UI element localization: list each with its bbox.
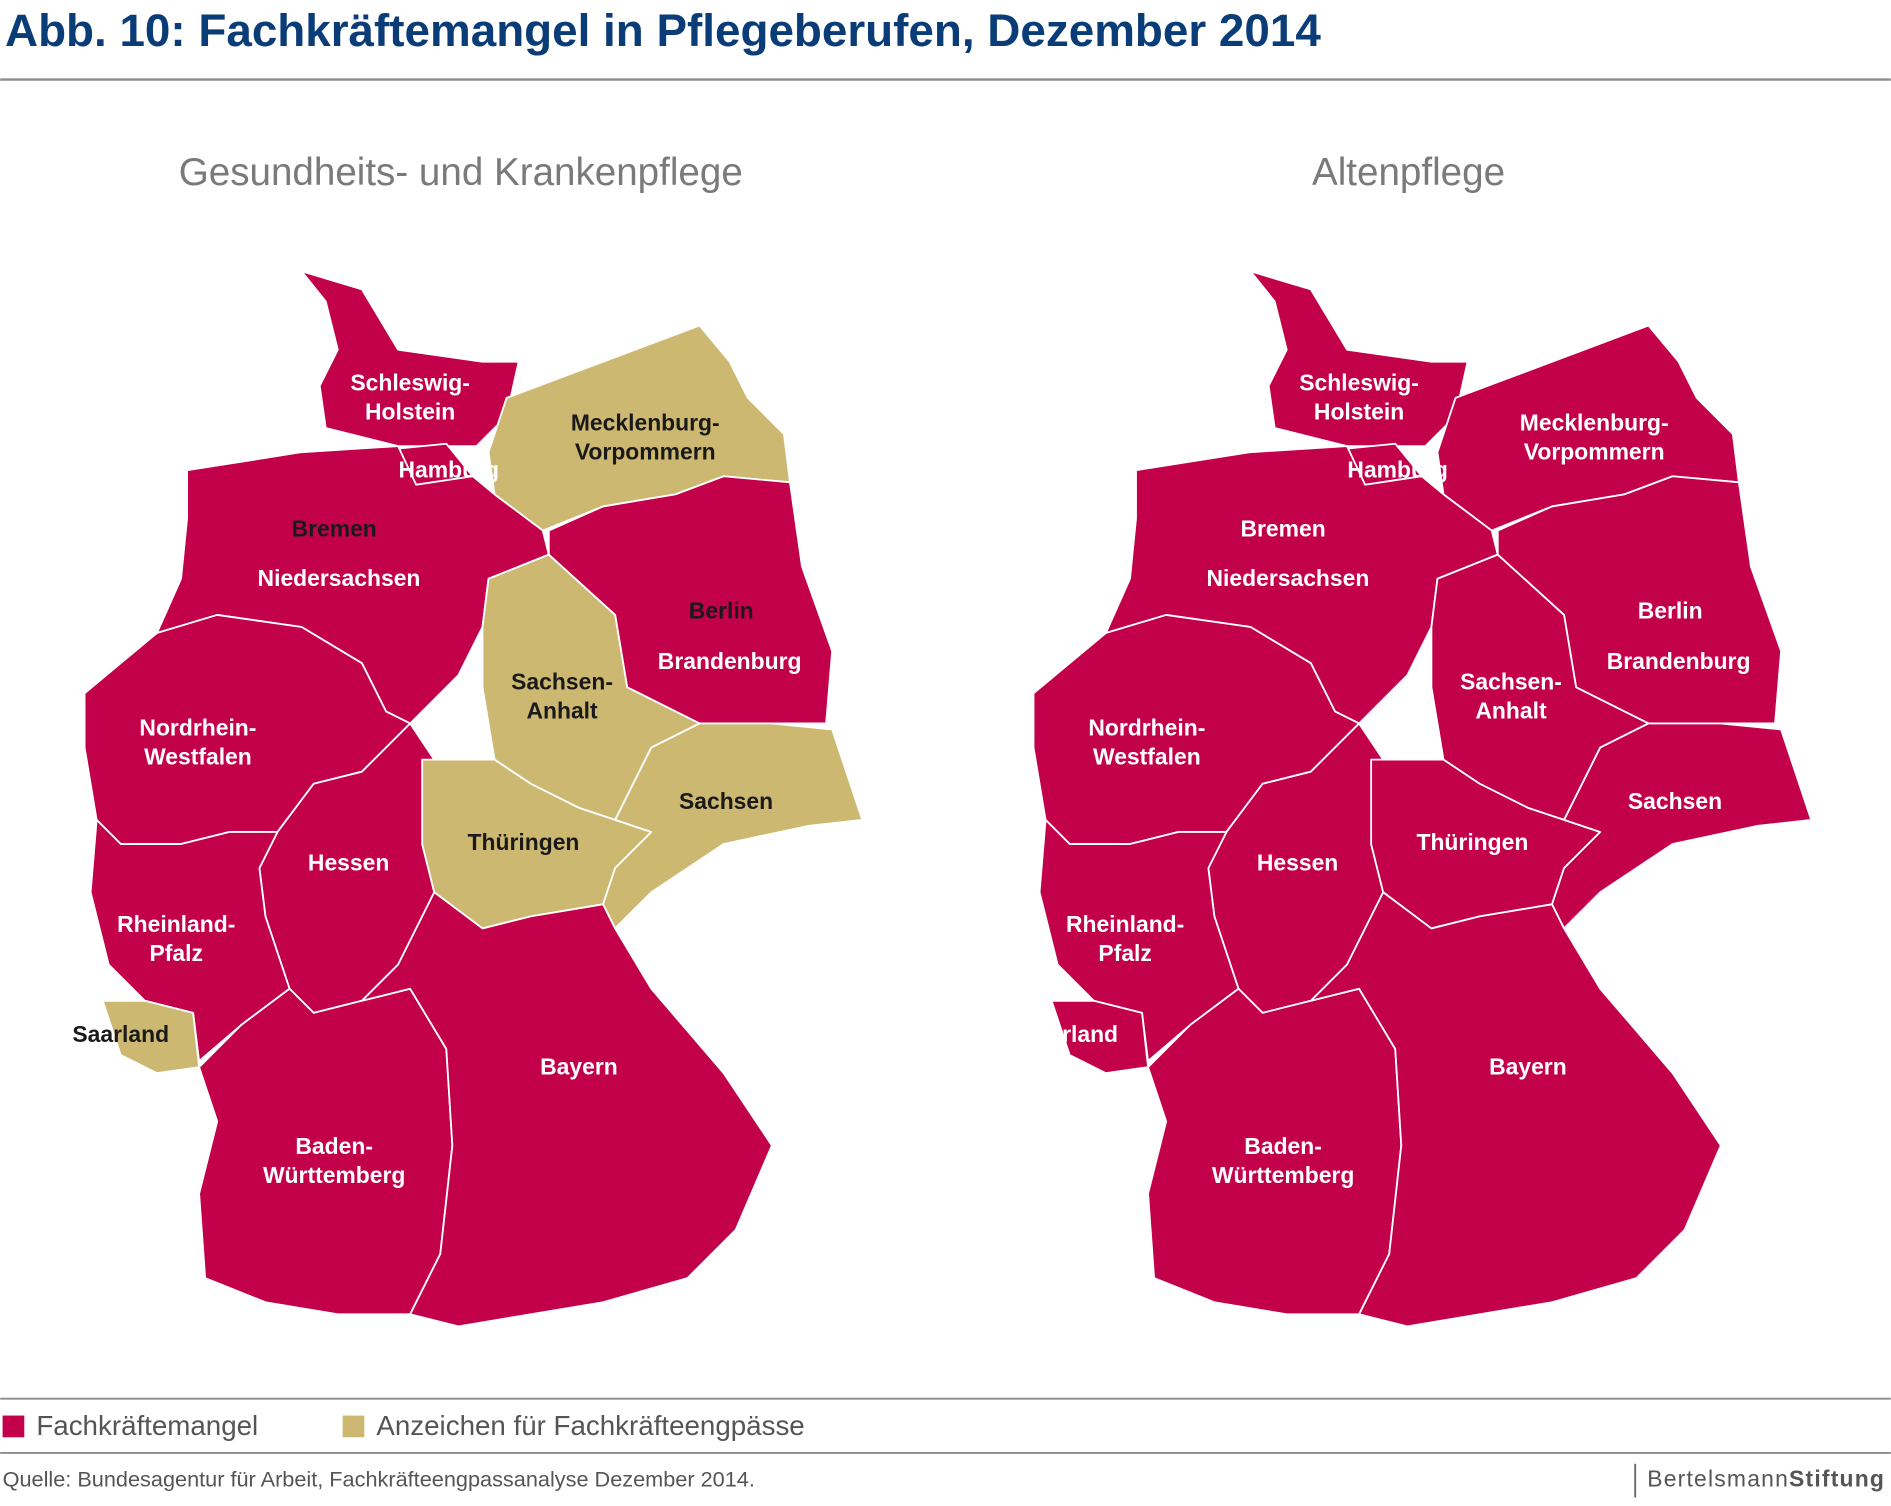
region — [300, 270, 520, 448]
brand: BertelsmannStiftung — [1647, 1466, 1885, 1492]
region — [361, 891, 773, 1328]
region-label: Berlin — [689, 598, 754, 624]
region-label: Brandenburg — [1607, 648, 1751, 674]
region-label: Anhalt — [526, 698, 598, 724]
region-label: Thüringen — [468, 829, 580, 855]
region — [1249, 270, 1469, 448]
map: Schleswig- Holstein Hamburg Mecklenburg- Vor… — [1021, 270, 1813, 1328]
region-label: Holstein — [365, 399, 455, 425]
region-label: Berlin — [1638, 598, 1703, 624]
region-label: Saarland — [72, 1021, 169, 1047]
region-label: Vorpommern — [575, 438, 716, 464]
map: Schleswig- Holstein Hamburg Mecklenburg- Vor… — [72, 270, 864, 1328]
legend-swatch — [2, 1415, 25, 1438]
region-label: Westfalen — [1093, 743, 1201, 769]
region-label: Rheinland- — [1066, 911, 1184, 937]
region-label: Sachsen — [679, 788, 773, 814]
region-label: Thüringen — [1416, 829, 1528, 855]
region-label: Hessen — [308, 850, 389, 876]
maps: Schleswig- Holstein Hamburg Mecklenburg- Vor… — [72, 270, 1813, 1328]
region-label: Niedersachsen — [1206, 565, 1369, 591]
region — [1309, 891, 1722, 1328]
region-label: Bremen — [292, 516, 377, 542]
region — [1551, 722, 1813, 930]
region-label: Nordrhein- — [1088, 715, 1205, 741]
region-label: Pfalz — [1098, 940, 1151, 966]
region-label: Rheinland- — [117, 911, 235, 937]
legend: Fachkräftemangel Anzeichen für Fachkräfte… — [2, 1410, 805, 1441]
region-label: Sachsen- — [511, 669, 613, 695]
region — [602, 722, 864, 930]
legend-swatch — [342, 1415, 365, 1438]
map-title: Altenpflege — [1312, 151, 1505, 194]
region-label: Baden- — [295, 1133, 373, 1159]
region-label: Bayern — [1489, 1053, 1567, 1079]
region-label: Schleswig- — [350, 370, 470, 396]
region-label: Mecklenburg- — [1520, 409, 1669, 435]
region-label: Saarland — [1021, 1021, 1118, 1047]
region-label: Hessen — [1257, 850, 1338, 876]
region-label: Hamburg — [398, 457, 498, 483]
region-label: Brandenburg — [658, 648, 802, 674]
region-label: Hamburg — [1347, 457, 1447, 483]
region-label: Vorpommern — [1524, 438, 1665, 464]
brand-part: Bertelsmann — [1647, 1466, 1789, 1492]
region-label: Bayern — [540, 1053, 618, 1079]
region-label: Anhalt — [1475, 698, 1547, 724]
region-label: Württemberg — [1212, 1162, 1354, 1188]
region-label: Holstein — [1314, 399, 1404, 425]
region-label: Westfalen — [144, 743, 252, 769]
region-label: Schleswig- — [1299, 370, 1419, 396]
region-label: Sachsen- — [1460, 669, 1562, 695]
region-label: Niedersachsen — [258, 565, 421, 591]
region-label: Pfalz — [150, 940, 203, 966]
region-label: Nordrhein- — [139, 715, 256, 741]
region-label: Sachsen — [1628, 788, 1722, 814]
region-label: Baden- — [1244, 1133, 1322, 1159]
legend-label: Fachkräftemangel — [36, 1410, 258, 1441]
map-title: Gesundheits- und Krankenpflege — [179, 151, 743, 194]
region-label: Mecklenburg- — [571, 409, 720, 435]
brand-part: Stiftung — [1789, 1466, 1885, 1492]
region-label: Bremen — [1240, 516, 1325, 542]
region-label: Württemberg — [263, 1162, 405, 1188]
legend-label: Anzeichen für Fachkräfteengpässe — [376, 1410, 804, 1441]
source: Quelle: Bundesagentur für Arbeit, Fachkr… — [3, 1466, 755, 1491]
title: Abb. 10: Fachkräftemangel in Pflegeberuf… — [5, 5, 1321, 56]
